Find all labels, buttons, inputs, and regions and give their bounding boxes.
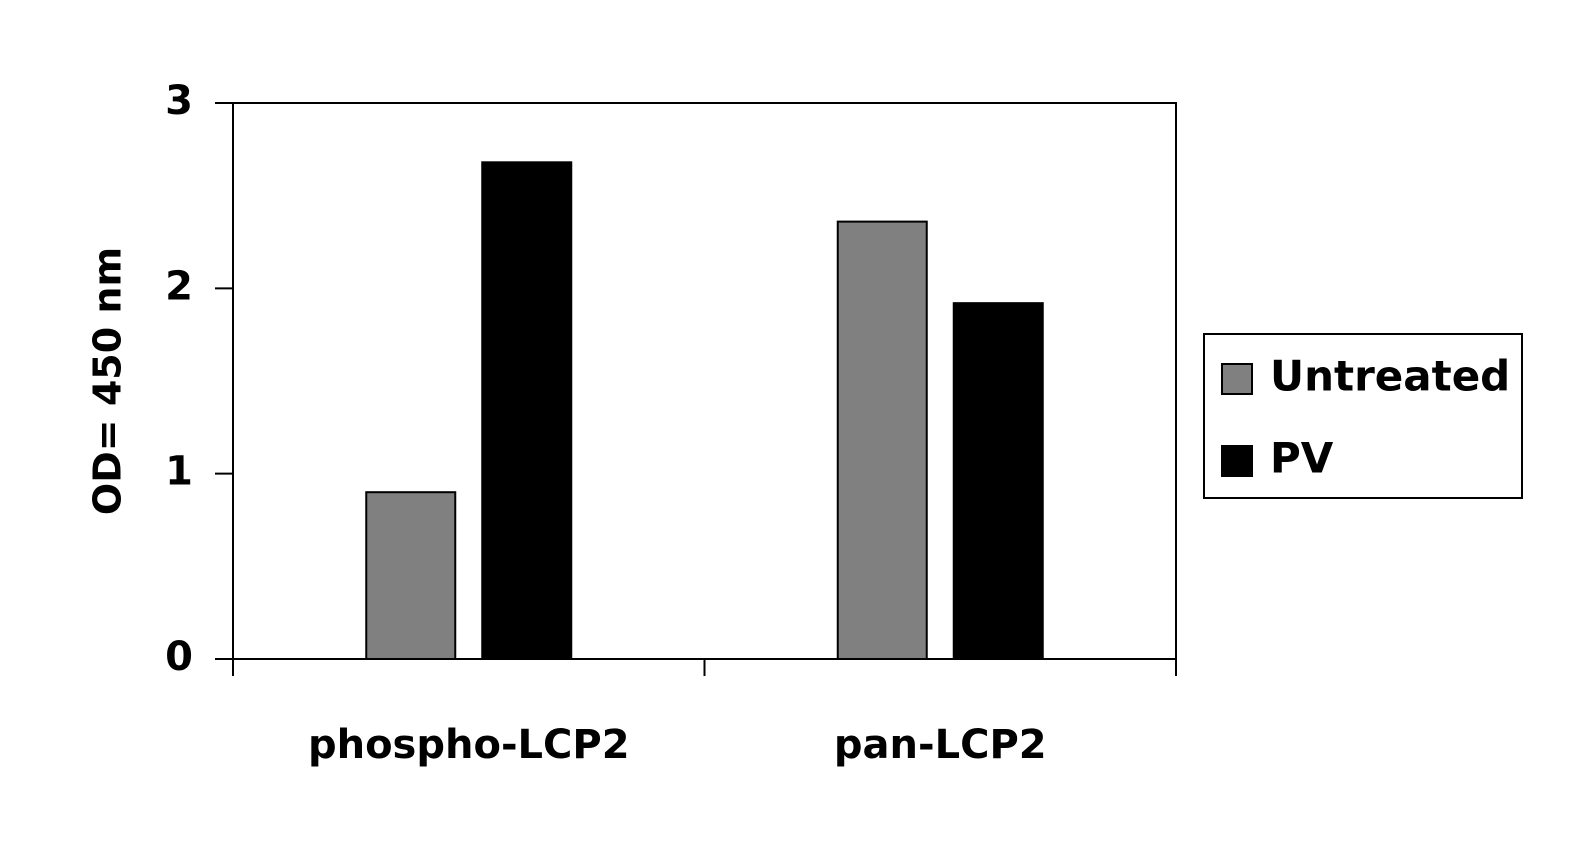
- bar: [836, 220, 928, 660]
- y-tick-label: 0: [165, 634, 193, 680]
- y-tick-label: 2: [165, 263, 193, 309]
- y-tick-label: 1: [165, 449, 193, 495]
- legend-swatch: [1221, 445, 1253, 477]
- legend-swatch: [1221, 363, 1253, 395]
- bar: [481, 161, 573, 660]
- bar: [365, 491, 457, 661]
- x-tick-label: phospho-LCP2: [308, 722, 630, 768]
- y-axis-title: OD= 450 nm: [86, 247, 130, 515]
- legend-box: [1203, 333, 1523, 499]
- bar: [952, 302, 1044, 660]
- legend-label: PV: [1270, 434, 1334, 483]
- legend-label: Untreated: [1270, 352, 1510, 401]
- x-tick-label: pan-LCP2: [834, 722, 1047, 768]
- y-tick-label: 3: [165, 78, 193, 124]
